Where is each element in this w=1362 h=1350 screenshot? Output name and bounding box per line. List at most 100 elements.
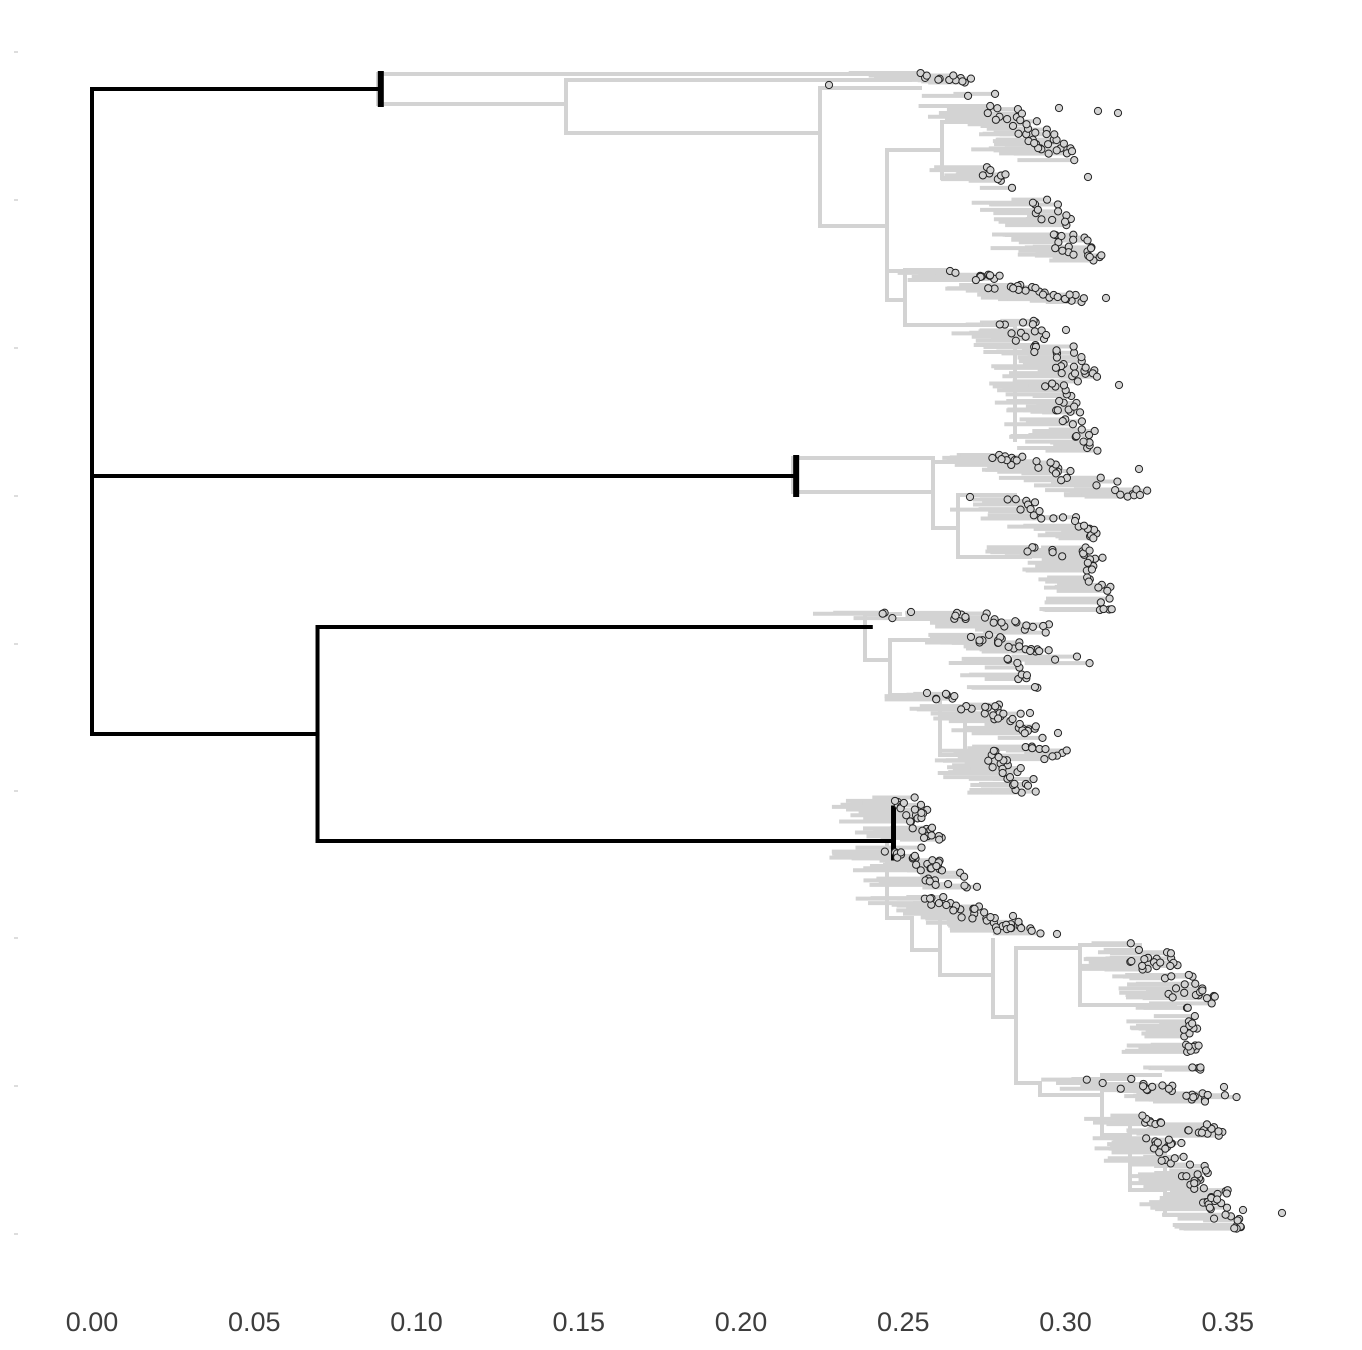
tip-point xyxy=(1052,346,1061,355)
tip-point xyxy=(972,882,982,891)
tip-point xyxy=(1070,369,1080,378)
tip-point xyxy=(1233,1216,1242,1225)
tip-point xyxy=(984,756,993,765)
tip-point xyxy=(1185,1160,1195,1169)
tip-point xyxy=(1182,1091,1191,1100)
y-axis-ticks xyxy=(14,51,18,1235)
tip-point xyxy=(1190,1012,1199,1021)
tip-point xyxy=(1004,642,1013,652)
tip-point xyxy=(932,695,941,704)
tip-point xyxy=(1127,957,1136,966)
tip-point xyxy=(906,607,916,617)
tip-point xyxy=(1022,120,1031,129)
tip-point xyxy=(1041,330,1051,340)
tip-point xyxy=(988,453,997,463)
tip-point xyxy=(1084,430,1094,440)
tip-point xyxy=(1138,961,1147,971)
tip-point xyxy=(1012,456,1021,465)
tip-point xyxy=(1057,231,1066,241)
tip-point xyxy=(999,709,1008,718)
tip-point xyxy=(1157,1156,1166,1165)
tip-point xyxy=(1028,320,1037,329)
tip-point xyxy=(1053,292,1062,302)
tip-point xyxy=(1070,516,1080,526)
tip-point xyxy=(1016,764,1025,773)
tip-point xyxy=(902,811,911,820)
tip-point xyxy=(1105,594,1114,603)
tip-point xyxy=(966,74,976,83)
tip-point xyxy=(1025,708,1035,718)
tip-point xyxy=(991,702,1000,711)
tip-point xyxy=(1070,156,1079,165)
tip-point xyxy=(1113,108,1123,118)
tip-point xyxy=(1277,1208,1287,1218)
tip-point xyxy=(927,831,936,840)
tip-point xyxy=(1230,1224,1239,1233)
tip-point xyxy=(1075,408,1085,417)
tip-point xyxy=(1015,642,1024,651)
tip-point xyxy=(912,860,921,869)
tip-point xyxy=(1058,246,1067,255)
tip-point xyxy=(1008,714,1017,724)
tip-point xyxy=(970,904,979,913)
tip-point xyxy=(1049,230,1058,239)
tip-point xyxy=(1079,437,1088,446)
tip-point xyxy=(1196,1063,1205,1072)
tip-point xyxy=(1135,490,1145,500)
tip-point xyxy=(1180,980,1189,989)
tip-point xyxy=(1179,1025,1189,1034)
tip-point xyxy=(986,166,995,175)
subtree-branches xyxy=(376,71,1243,1231)
tip-point xyxy=(1184,1126,1193,1135)
tip-point xyxy=(1090,426,1099,436)
x-axis: 0.00 0.05 0.10 0.15 0.20 0.25 0.30 0.35 xyxy=(66,1307,1254,1337)
tip-point xyxy=(1011,617,1020,626)
tip-point xyxy=(1138,1082,1148,1091)
tip-point xyxy=(1003,115,1012,124)
tip-point xyxy=(1113,477,1122,486)
tip-point xyxy=(1033,205,1043,214)
tip-point xyxy=(1222,1203,1232,1212)
tip-point xyxy=(1101,293,1111,303)
tip-point xyxy=(917,808,926,817)
tip-point xyxy=(1082,1075,1091,1084)
tip-point xyxy=(1161,1144,1170,1153)
tip-point xyxy=(1164,1135,1173,1144)
tip-point xyxy=(1171,984,1181,993)
tip-point xyxy=(1149,1144,1159,1153)
tip-point xyxy=(1077,425,1086,434)
tip-point xyxy=(990,89,1000,99)
tip-point xyxy=(1207,999,1216,1008)
tip-point xyxy=(1093,446,1102,455)
tip-point xyxy=(1052,929,1062,939)
tip-point xyxy=(1037,215,1046,224)
tip-point xyxy=(1222,1189,1231,1198)
tip-point xyxy=(878,609,887,618)
tip-point xyxy=(1142,1134,1151,1143)
tip-point xyxy=(1193,1170,1202,1179)
tip-point xyxy=(951,611,960,620)
tip-point xyxy=(910,851,919,860)
tip-point xyxy=(1028,744,1037,753)
tip-point xyxy=(1219,1082,1229,1092)
tip-point xyxy=(1041,628,1050,637)
tip-point xyxy=(1038,290,1048,299)
tip-point xyxy=(951,268,960,277)
tip-point xyxy=(1098,553,1107,562)
tip-point xyxy=(1026,504,1035,514)
tip-point xyxy=(1022,671,1032,680)
tip-point xyxy=(1067,147,1077,156)
tip-point xyxy=(1084,577,1093,586)
tip-point xyxy=(1099,604,1108,614)
tip-point xyxy=(926,894,935,903)
tip-point xyxy=(1018,318,1028,327)
tip-point xyxy=(1134,464,1144,474)
tip-point xyxy=(1116,1084,1125,1093)
tip-point xyxy=(965,492,975,502)
tip-point xyxy=(917,843,926,852)
tip-point xyxy=(1085,659,1094,668)
tip-point xyxy=(1059,381,1069,390)
tip-point xyxy=(1021,286,1030,295)
tip-point xyxy=(960,872,969,881)
tip-point xyxy=(1168,993,1177,1002)
